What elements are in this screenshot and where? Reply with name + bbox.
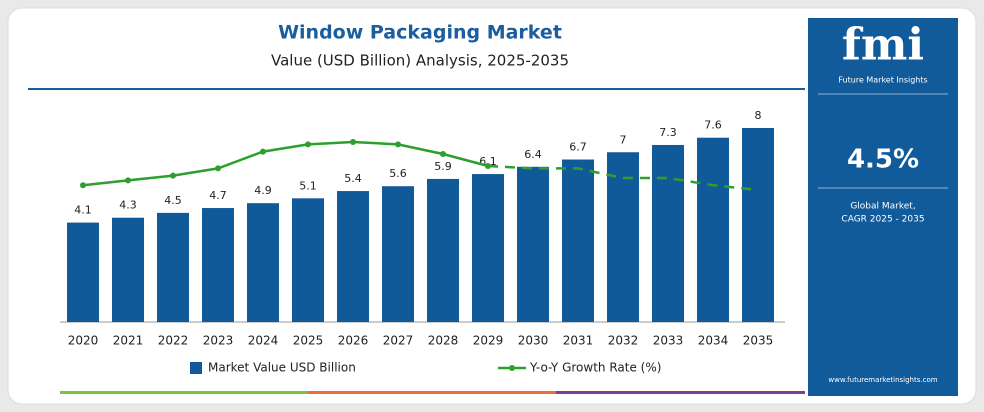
cagr-value: 4.5%	[847, 145, 919, 175]
x-tick-label: 2027	[383, 334, 414, 348]
x-tick-label: 2029	[473, 334, 504, 348]
x-tick-label: 2020	[68, 334, 99, 348]
data-label: 5.1	[299, 179, 317, 192]
caption: Global Market,	[850, 202, 915, 212]
data-label: 5.6	[389, 167, 407, 180]
bar	[67, 222, 99, 322]
x-tick-label: 2030	[518, 334, 549, 348]
x-tick-label: 2021	[113, 334, 144, 348]
x-tick-label: 2026	[338, 334, 369, 348]
growth-line	[487, 164, 759, 192]
bar	[517, 166, 549, 322]
data-label: 6.7	[569, 141, 587, 154]
bar	[472, 174, 504, 322]
x-tick-label: 2033	[653, 334, 684, 348]
x-tick-label: 2031	[563, 334, 594, 348]
growth-point	[260, 148, 266, 155]
x-tick-label: 2032	[608, 334, 639, 348]
data-label: 7	[620, 133, 627, 146]
x-tick-label: 2024	[248, 334, 279, 348]
bar	[427, 178, 459, 322]
growth-point	[395, 141, 401, 148]
x-tick-label: 2022	[158, 334, 189, 348]
bar	[742, 128, 774, 322]
growth-point	[350, 139, 356, 145]
growth-point	[305, 141, 311, 148]
footer-strip	[308, 391, 556, 394]
website: www.futuremarketinsights.com	[828, 376, 937, 384]
caption: CAGR 2025 - 2035	[841, 215, 924, 225]
legend-swatch	[509, 365, 515, 371]
data-label: 4.5	[164, 194, 182, 207]
x-tick-label: 2034	[698, 334, 729, 348]
side-panel	[808, 18, 958, 396]
bar	[112, 217, 144, 322]
bar	[382, 186, 414, 322]
bar	[607, 152, 639, 322]
data-label: 4.1	[74, 204, 92, 217]
data-label: 5.9	[434, 160, 452, 173]
growth-point	[80, 182, 86, 189]
logo: fmi	[842, 20, 924, 71]
footer-strip	[60, 391, 308, 394]
bar	[652, 144, 684, 322]
bar	[202, 208, 234, 322]
growth-point	[170, 172, 176, 179]
growth-point	[125, 177, 131, 184]
chart-subtitle: Value (USD Billion) Analysis, 2025-2035	[271, 52, 569, 70]
bar	[292, 198, 324, 322]
brand: Future Market Insights	[838, 76, 927, 85]
bar	[562, 159, 594, 322]
growth-point	[440, 151, 446, 157]
data-label: 7.3	[659, 126, 677, 139]
footer-strip	[556, 391, 805, 394]
bar	[247, 203, 279, 322]
data-label: 4.7	[209, 189, 227, 202]
data-label: 8	[755, 109, 762, 122]
x-tick-label: 2028	[428, 334, 459, 348]
data-label: 4.9	[254, 184, 272, 197]
bar	[157, 212, 189, 322]
data-label: 6.4	[524, 148, 542, 161]
legend-swatch	[190, 362, 202, 374]
legend-label: Y-o-Y Growth Rate (%)	[529, 361, 661, 375]
data-label: 4.3	[119, 199, 137, 212]
bar	[697, 137, 729, 322]
growth-line	[82, 140, 489, 187]
chart-title: Window Packaging Market	[278, 22, 562, 44]
bar	[337, 191, 369, 322]
x-tick-label: 2035	[743, 334, 774, 348]
x-tick-label: 2023	[203, 334, 234, 348]
growth-point	[215, 165, 221, 172]
x-tick-label: 2025	[293, 334, 324, 348]
growth-point	[485, 163, 491, 169]
data-label: 5.4	[344, 172, 362, 185]
legend-label: Market Value USD Billion	[208, 361, 356, 375]
data-label: 7.6	[704, 119, 722, 132]
